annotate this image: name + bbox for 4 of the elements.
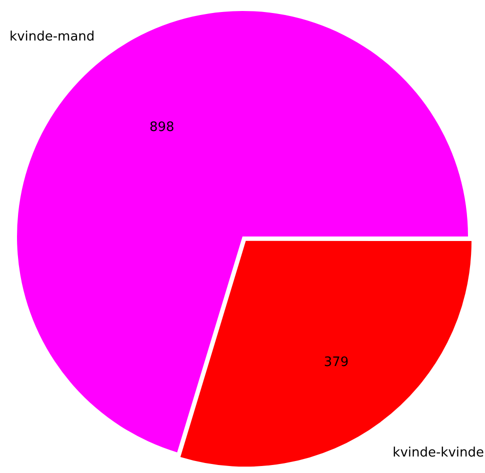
- data-label: 898: [149, 120, 174, 136]
- data-label: 379: [324, 355, 349, 370]
- slice-label: kvinde-mand: [10, 30, 95, 45]
- slice-label: kvinde-kvinde: [392, 446, 484, 461]
